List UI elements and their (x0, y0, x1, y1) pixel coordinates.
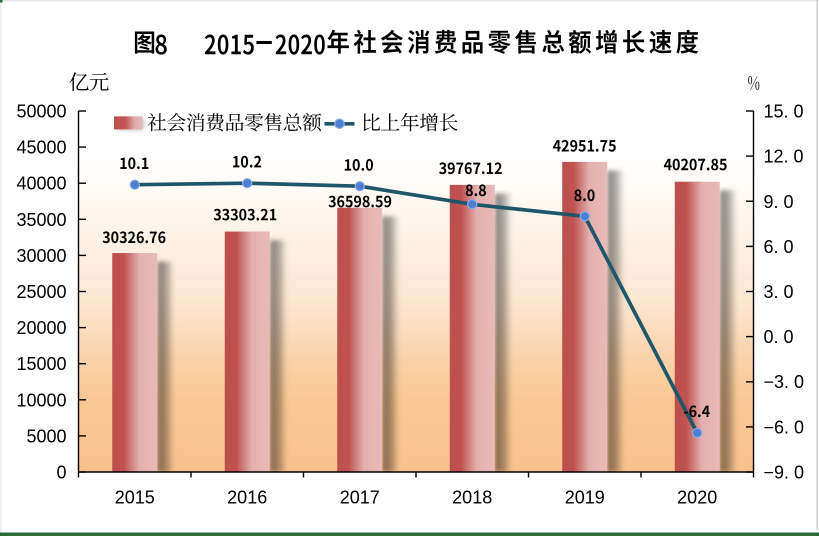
svg-text:20000: 20000 (16, 318, 66, 338)
svg-text:12. 0: 12. 0 (764, 147, 804, 167)
svg-text:2017: 2017 (340, 488, 380, 508)
svg-text:50000: 50000 (16, 102, 66, 122)
svg-text:6. 0: 6. 0 (764, 237, 794, 257)
svg-text:25000: 25000 (16, 282, 66, 302)
svg-text:15000: 15000 (16, 354, 66, 374)
svg-text:10000: 10000 (16, 390, 66, 410)
svg-text:45000: 45000 (16, 138, 66, 158)
svg-text:2020: 2020 (677, 488, 717, 508)
svg-text:2015: 2015 (115, 488, 155, 508)
svg-text:35000: 35000 (16, 210, 66, 230)
svg-text:−6. 0: −6. 0 (764, 417, 805, 437)
svg-text:9. 0: 9. 0 (764, 192, 794, 212)
svg-text:2019: 2019 (565, 488, 605, 508)
svg-text:30000: 30000 (16, 246, 66, 266)
svg-text:2016: 2016 (227, 488, 267, 508)
svg-text:0: 0 (56, 463, 66, 483)
svg-text:0. 0: 0. 0 (764, 327, 794, 347)
svg-text:40000: 40000 (16, 174, 66, 194)
svg-text:5000: 5000 (26, 426, 66, 446)
svg-text:15. 0: 15. 0 (764, 102, 804, 122)
svg-text:−9. 0: −9. 0 (764, 463, 805, 483)
svg-text:3. 0: 3. 0 (764, 282, 794, 302)
svg-text:−3. 0: −3. 0 (764, 372, 805, 392)
svg-text:2018: 2018 (452, 488, 492, 508)
